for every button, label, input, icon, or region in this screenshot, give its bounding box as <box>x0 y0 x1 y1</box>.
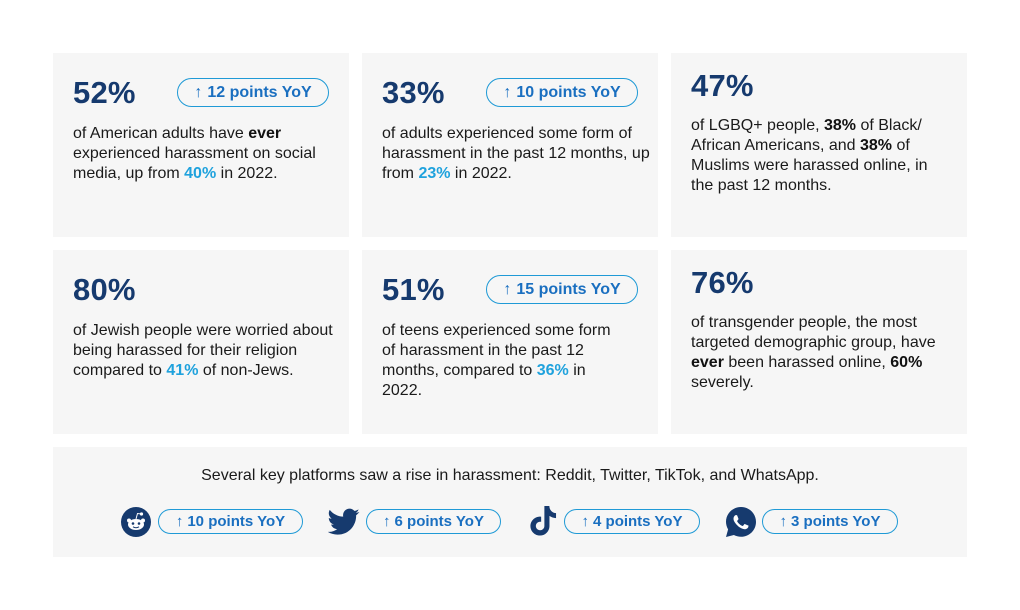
twitter-icon <box>328 506 360 538</box>
twitter-yoy-label: 6 points YoY <box>394 513 484 530</box>
arrow-up-icon: ↑ <box>383 513 391 530</box>
platforms-summary: Several key platforms saw a rise in hara… <box>201 467 819 484</box>
stat-value: 52% <box>73 75 136 110</box>
stat-value: 80% <box>73 272 136 307</box>
stat-description: of LGBQ+ people, 38% of Black/ African A… <box>691 117 928 194</box>
yoy-badge: ↑ 15 points YoY <box>486 275 638 304</box>
reddit-icon <box>120 506 152 538</box>
whatsapp-yoy-label: 3 points YoY <box>791 513 881 530</box>
stat-value: 47% <box>691 68 754 103</box>
arrow-up-icon: ↑ <box>503 280 512 298</box>
emphasis-text: 38% <box>823 117 857 134</box>
emphasis-text: 38% <box>859 137 892 154</box>
highlight-value: 36% <box>536 362 569 379</box>
emphasis-text: ever <box>248 125 282 142</box>
stat-card-3: 47% of LGBQ+ people, 38% of Black/ Afric… <box>671 53 967 237</box>
platforms-panel: Several key platforms saw a rise in hara… <box>53 447 967 557</box>
stat-card-5: 51% ↑ 15 points YoY of teens experienced… <box>362 250 658 434</box>
reddit-yoy-badge: ↑ 10 points YoY <box>158 509 303 534</box>
emphasis-text: ever <box>691 354 724 371</box>
highlight-value: 40% <box>184 165 217 182</box>
arrow-up-icon: ↑ <box>581 513 590 530</box>
stat-description: of transgender people, the most targeted… <box>691 314 936 391</box>
highlight-value: 23% <box>418 165 451 182</box>
yoy-badge: ↑ 10 points YoY <box>486 78 638 107</box>
yoy-badge-label: 15 points YoY <box>516 280 621 298</box>
stat-description: of teens experienced some form of harass… <box>382 322 611 399</box>
stat-description: of American adults have ever experienced… <box>73 125 316 182</box>
stat-value: 76% <box>691 265 754 300</box>
emphasis-text: 60% <box>890 354 923 371</box>
yoy-badge-label: 12 points YoY <box>207 83 312 101</box>
arrow-up-icon: ↑ <box>779 513 788 530</box>
stat-card-1: 52% ↑ 12 points YoY of American adults h… <box>53 53 349 237</box>
tiktok-yoy-badge: ↑ 4 points YoY <box>564 509 700 534</box>
stat-description: of adults experienced some form of haras… <box>382 125 650 182</box>
reddit-yoy-label: 10 points YoY <box>187 513 286 530</box>
arrow-up-icon: ↑ <box>503 83 512 101</box>
stat-value: 51% <box>382 272 445 307</box>
whatsapp-icon <box>725 506 757 538</box>
stat-card-2: 33% ↑ 10 points YoY of adults experience… <box>362 53 658 237</box>
tiktok-icon <box>527 505 559 537</box>
stat-description: of Jewish people were worried about bein… <box>73 322 333 379</box>
yoy-badge-label: 10 points YoY <box>516 83 621 101</box>
arrow-up-icon: ↑ <box>194 83 203 101</box>
stat-card-4: 80% of Jewish people were worried about … <box>53 250 349 434</box>
stat-card-6: 76% of transgender people, the most targ… <box>671 250 967 434</box>
yoy-badge: ↑ 12 points YoY <box>177 78 329 107</box>
twitter-yoy-badge: ↑ 6 points YoY <box>366 509 501 534</box>
tiktok-yoy-label: 4 points YoY <box>593 513 683 530</box>
stat-value: 33% <box>382 75 445 110</box>
highlight-value: 41% <box>166 362 199 379</box>
arrow-up-icon: ↑ <box>175 513 184 530</box>
whatsapp-yoy-badge: ↑ 3 points YoY <box>762 509 898 534</box>
